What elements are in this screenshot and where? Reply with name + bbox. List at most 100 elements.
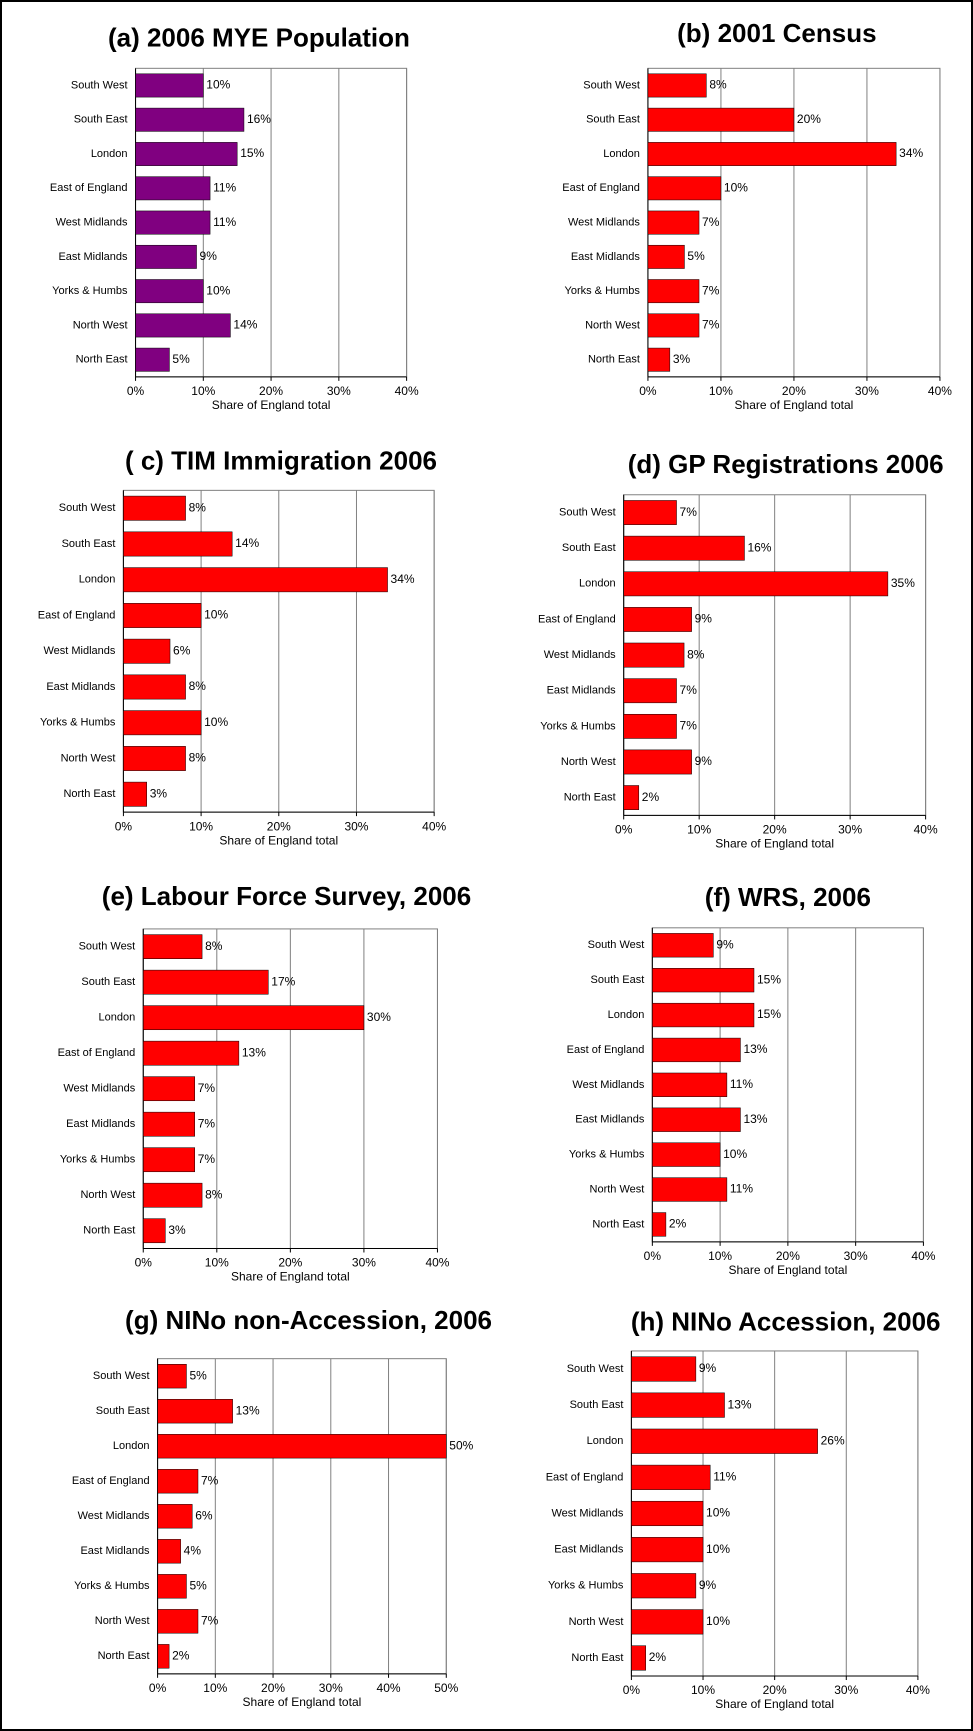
data-label: 6% [173, 643, 191, 657]
data-label: 30% [367, 1010, 391, 1024]
y-tick-label: London [579, 578, 616, 590]
data-label: 34% [391, 572, 415, 586]
bar [631, 1392, 725, 1418]
data-label: 5% [189, 1578, 207, 1592]
data-label: 10% [206, 283, 230, 297]
data-label: 7% [198, 1116, 216, 1130]
x-tick-label: 30% [844, 1249, 868, 1263]
x-axis-label: Share of England total [231, 1270, 350, 1284]
bar [123, 746, 186, 771]
x-axis-label: Share of England total [715, 1697, 834, 1711]
x-tick-label: 20% [259, 384, 283, 398]
bar [135, 73, 204, 98]
data-label: 10% [204, 608, 228, 622]
y-tick-label: South East [586, 114, 640, 126]
y-tick-label: East of England [50, 182, 128, 194]
x-tick-label: 30% [327, 384, 351, 398]
data-label: 11% [713, 1470, 736, 1484]
data-label: 11% [730, 1182, 753, 1196]
data-label: 4% [184, 1543, 202, 1557]
x-tick-label: 40% [906, 1683, 930, 1697]
chart-title: (d) GP Registrations 2006 [628, 449, 944, 479]
data-label: 11% [213, 180, 236, 194]
x-tick-label: 20% [267, 819, 291, 833]
bar [623, 571, 889, 597]
bar [143, 1218, 166, 1244]
y-tick-label: West Midlands [63, 1083, 135, 1095]
bar [123, 531, 233, 557]
x-tick-label: 0% [115, 819, 133, 833]
data-label: 13% [728, 1397, 752, 1411]
x-tick-label: 40% [377, 1681, 401, 1695]
data-label: 8% [205, 939, 223, 953]
x-tick-label: 50% [434, 1681, 458, 1695]
bar [157, 1434, 447, 1459]
chart-title: ( c) TIM Immigration 2006 [125, 446, 437, 476]
data-label: 14% [235, 536, 259, 550]
x-tick-label: 0% [623, 1683, 641, 1697]
y-tick-label: North East [571, 1652, 623, 1664]
panel: (f) WRS, 2006 0% 10% 20% 30% 40% Share of Engl… [567, 882, 936, 1277]
bar [123, 567, 388, 593]
y-tick-label: Yorks & Humbs [569, 1149, 645, 1161]
data-label: 9% [699, 1361, 717, 1375]
data-label: 7% [702, 283, 720, 297]
x-tick-label: 40% [422, 819, 446, 833]
y-tick-label: East Midlands [575, 1114, 645, 1126]
x-tick-label: 0% [149, 1681, 167, 1695]
data-label: 9% [699, 1578, 717, 1592]
x-tick-label: 10% [691, 1683, 715, 1697]
y-tick-label: West Midlands [56, 216, 128, 228]
y-tick-label: South East [81, 976, 135, 988]
bar [123, 781, 147, 807]
data-label: 35% [891, 576, 915, 590]
y-tick-label: London [113, 1440, 150, 1452]
bar [135, 142, 238, 166]
x-tick-label: 0% [644, 1249, 662, 1263]
bar [652, 1072, 728, 1097]
bar [647, 244, 685, 269]
bar [652, 1177, 728, 1202]
bar [143, 1040, 240, 1066]
data-label: 5% [687, 249, 705, 263]
x-tick-label: 10% [205, 1256, 229, 1270]
data-label: 16% [747, 540, 771, 554]
bar [135, 176, 211, 201]
data-label: 10% [723, 1147, 747, 1161]
y-tick-label: North East [588, 354, 640, 366]
bar [631, 1428, 818, 1454]
y-tick-label: Yorks & Humbs [74, 1580, 150, 1592]
y-tick-label: London [99, 1012, 136, 1024]
bar [631, 1573, 697, 1599]
panel: ( c) TIM Immigration 2006 0% 10% 20% 30% 40% S… [38, 446, 447, 848]
y-tick-label: South West [583, 79, 640, 91]
data-label: 3% [673, 352, 691, 366]
y-tick-label: South West [588, 939, 645, 951]
y-tick-label: West Midlands [43, 645, 115, 657]
data-label: 8% [709, 78, 727, 92]
bar [143, 1147, 195, 1173]
data-label: 10% [706, 1614, 730, 1628]
bar [135, 279, 204, 304]
x-tick-label: 20% [763, 823, 787, 837]
x-tick-label: 40% [928, 384, 952, 398]
bar [123, 495, 186, 521]
data-label: 8% [189, 679, 207, 693]
data-label: 17% [271, 974, 295, 988]
bar [623, 713, 677, 739]
chart-title: (a) 2006 MYE Population [108, 23, 410, 53]
bar [135, 210, 211, 235]
data-label: 13% [743, 1042, 767, 1056]
y-tick-label: South East [62, 538, 116, 550]
y-tick-label: Yorks & Humbs [52, 285, 128, 297]
y-tick-label: North West [561, 756, 616, 768]
x-tick-label: 10% [203, 1681, 227, 1695]
data-label: 26% [821, 1433, 845, 1447]
x-tick-label: 30% [855, 384, 879, 398]
data-label: 7% [680, 683, 698, 697]
y-tick-label: East of England [567, 1044, 645, 1056]
bar [652, 1002, 755, 1028]
bar [157, 1574, 187, 1599]
y-tick-label: North East [63, 788, 115, 800]
y-tick-label: London [608, 1009, 645, 1021]
